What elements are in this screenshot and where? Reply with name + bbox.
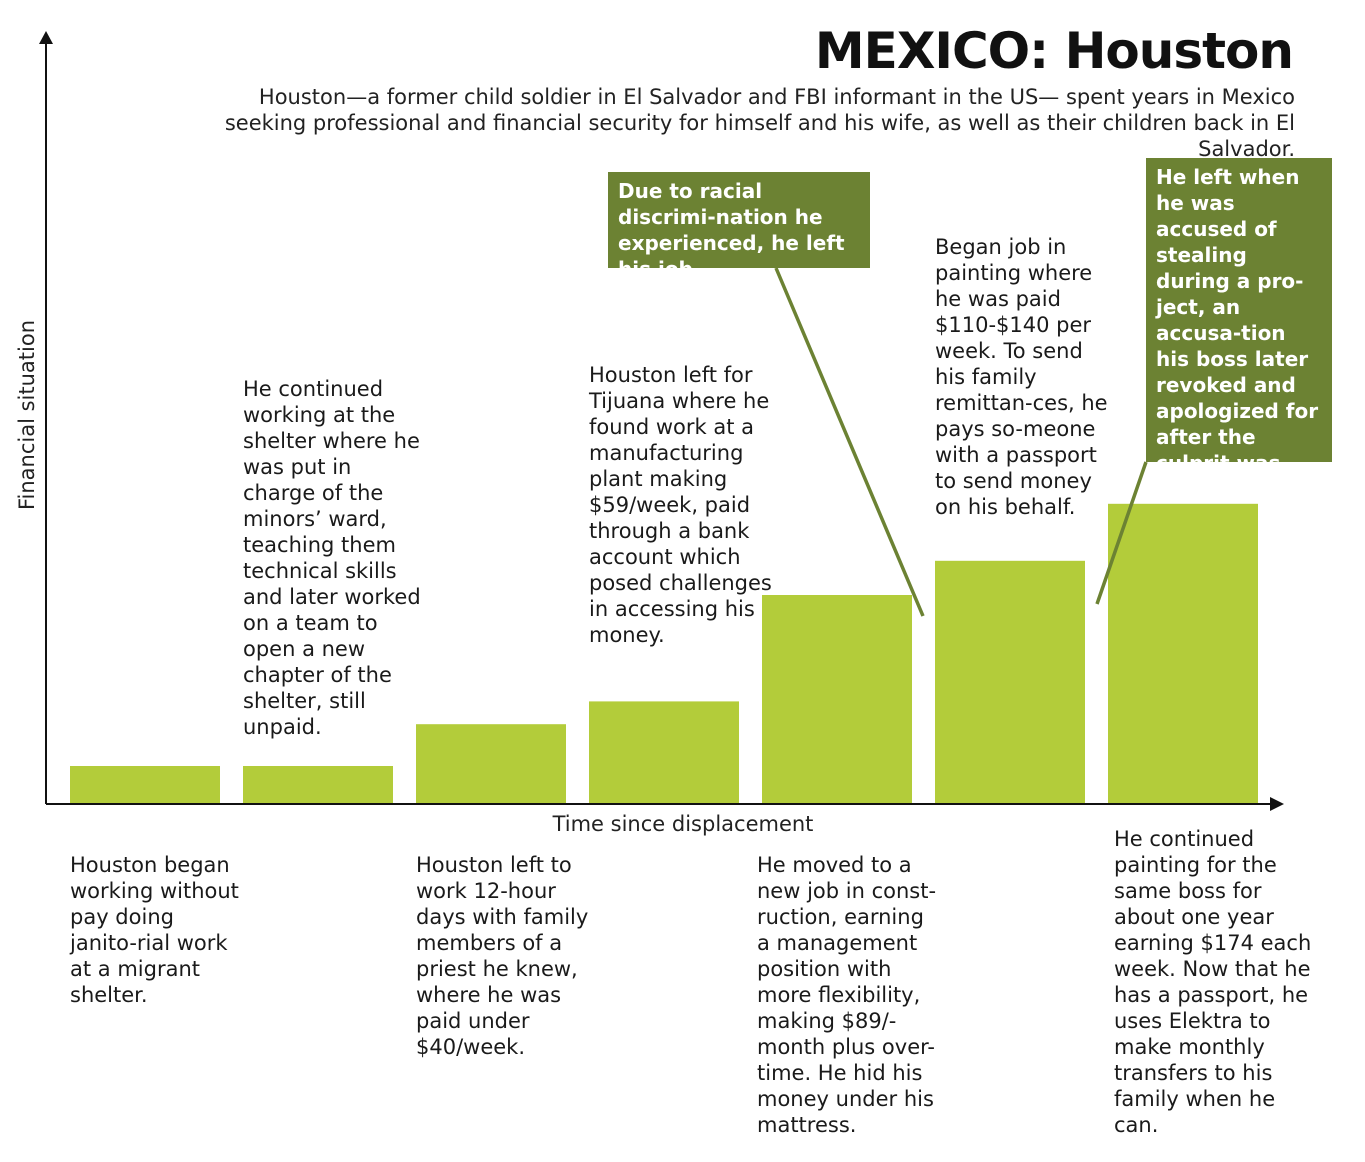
bar-5 (762, 595, 912, 804)
annotation-above-bar-4: Houston left for Tijuana where he found … (589, 363, 772, 647)
bar-1 (70, 766, 220, 804)
annotation-below-bar-3: Houston left to work 12-hour days with f… (416, 853, 589, 1059)
annotation-below-bar-5: He moved to a new job in const-ruction, … (757, 853, 937, 1137)
callout-leader-line (1095, 461, 1148, 605)
bar-3 (416, 724, 566, 804)
callout-box-racial-discrimination: Due to racial discrimi-nation he experie… (608, 172, 870, 281)
annotation-above-bar-6: Began job in painting where he was paid … (935, 235, 1108, 519)
annotation-below-bar-7: He continued painting for the same boss … (1114, 827, 1312, 1137)
bar-2 (243, 766, 393, 804)
x-axis-arrow-icon (1270, 797, 1284, 811)
bar-4 (589, 701, 739, 804)
annotation-above-bar-2: He continued working at the shelter wher… (243, 377, 421, 739)
chart-subtitle: Houston—a former child soldier in El Sal… (224, 85, 1295, 161)
bar-7 (1108, 503, 1258, 804)
y-axis-label: Financial situation (15, 319, 39, 511)
chart-title: MEXICO: Houston (814, 22, 1294, 80)
annotation-below-bar-1: Houston began working without pay doing … (70, 853, 239, 1007)
callout-leader-line (774, 267, 925, 617)
x-axis-label: Time since displacement (552, 812, 814, 836)
bar-6 (935, 560, 1085, 804)
bars-group (70, 503, 1258, 804)
callout-box-accused-stealing: He left when he was accused of stealing … (1146, 158, 1332, 501)
y-axis-arrow-icon (39, 31, 53, 44)
